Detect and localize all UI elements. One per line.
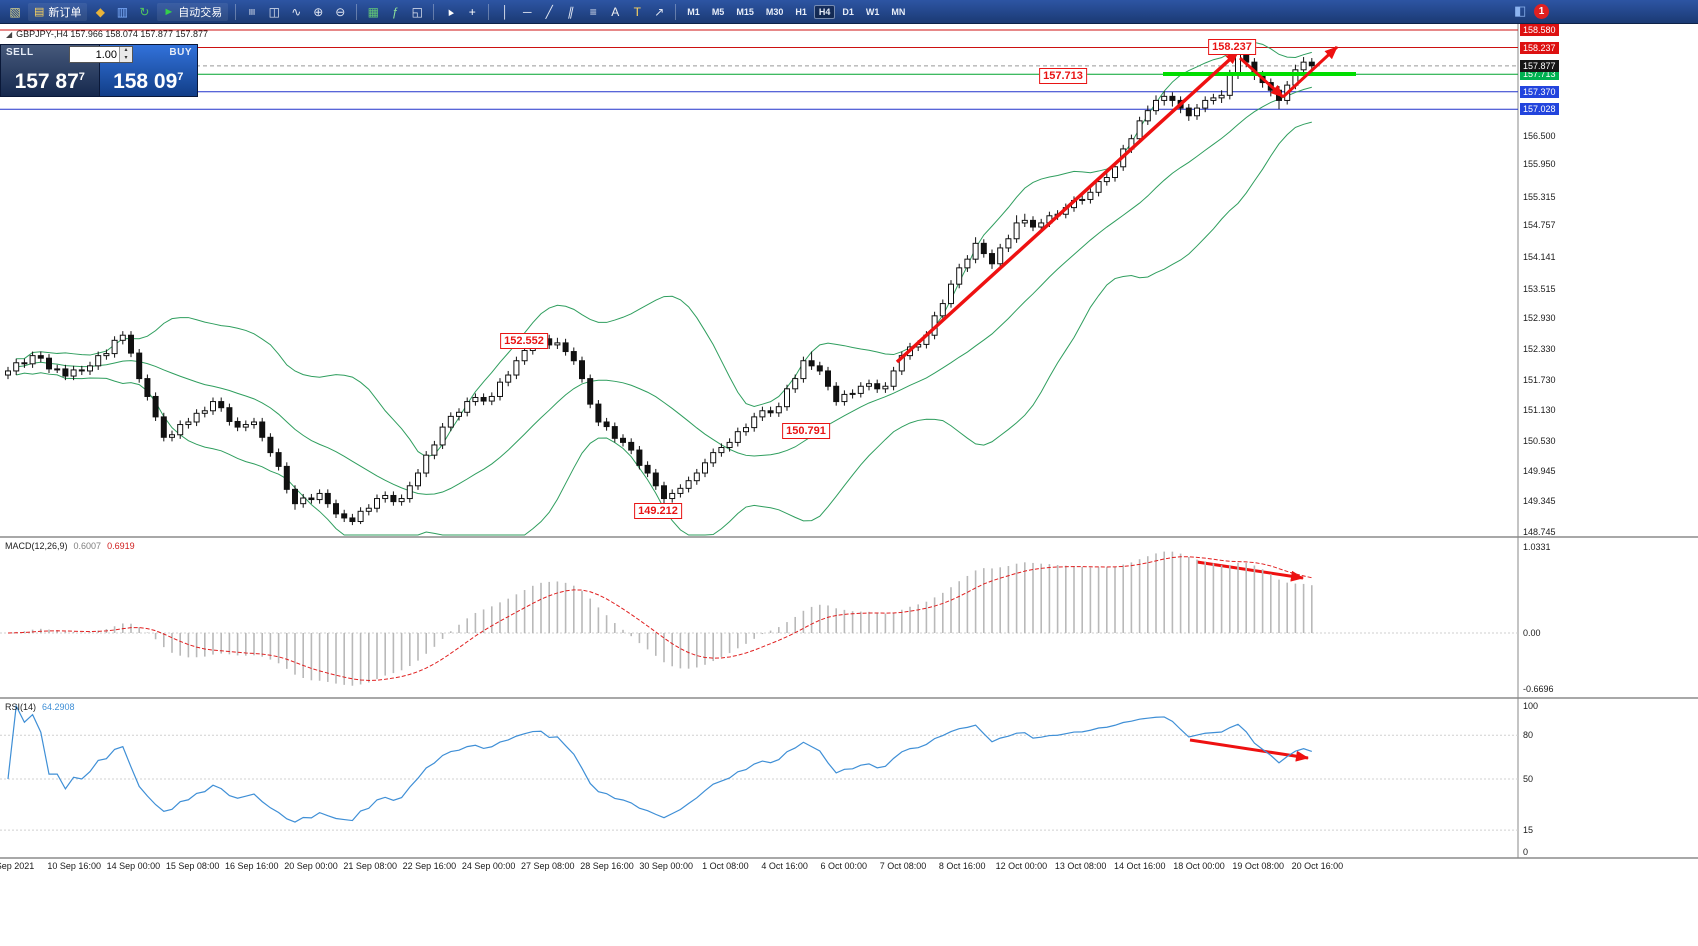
volume-down-button[interactable]: ▾	[120, 54, 132, 62]
symbol-ohlc-text: GBPJPY-,H4 157.966 158.074 157.877 157.8…	[16, 29, 208, 39]
one-click-trading-panel: SELL 157 877 BUY 158 097 ▴ ▾	[0, 44, 198, 97]
bar-chart-icon[interactable]: ≡	[245, 7, 260, 15]
sell-label: SELL	[6, 47, 34, 58]
fibonacci-icon[interactable]: ≡	[589, 4, 597, 19]
timeframe-w1[interactable]: W1	[865, 6, 880, 17]
toolbar-separator	[488, 3, 490, 20]
market-depth-icon[interactable]: ▥	[116, 4, 129, 19]
timeframe-mn[interactable]: MN	[891, 6, 906, 17]
buy-label: BUY	[169, 47, 192, 58]
refresh-icon[interactable]: ↻	[139, 4, 150, 19]
grid-icon[interactable]: ▦	[367, 4, 379, 19]
timeframe-m15[interactable]: M15	[736, 6, 754, 17]
autotrade-button-label: 自动交易	[178, 6, 223, 19]
pullback-arrow[interactable]	[1238, 56, 1285, 99]
level-lines	[0, 29, 1518, 110]
trendline-icon[interactable]: ╱	[545, 4, 553, 19]
macd-histogram	[15, 551, 1313, 686]
horizontal-line-icon[interactable]: ─	[523, 4, 532, 19]
rsi-divergence-arrow[interactable]	[1189, 738, 1309, 762]
channel-icon[interactable]: ∥	[566, 4, 576, 19]
candles-layer	[5, 47, 1315, 526]
timeframe-d1[interactable]: D1	[842, 6, 854, 17]
rsi-indicator-label: RSI(14) 64.2908	[5, 702, 75, 712]
strategy-tester-icon[interactable]: ◆	[95, 4, 106, 19]
indicators-icon[interactable]: ƒ	[391, 4, 399, 19]
timeframe-h4[interactable]: H4	[813, 4, 836, 19]
continuation-arrow[interactable]	[1281, 45, 1339, 99]
trend-up-arrow[interactable]	[895, 50, 1240, 364]
autotrade-button-icon: ►	[163, 5, 175, 18]
new-order-button-icon: ▤	[34, 6, 45, 18]
line-chart-icon[interactable]: ∿	[291, 4, 302, 19]
macd-divergence-arrow[interactable]	[1196, 560, 1304, 582]
buy-price: 158 097	[113, 70, 184, 93]
volume-input[interactable]	[70, 47, 119, 62]
cursor-icon[interactable]: ▲	[443, 4, 458, 19]
chart-symbol-icon: ◢	[6, 29, 13, 39]
rsi-line	[7, 703, 1312, 823]
zoom-out-icon[interactable]: ⊖	[335, 4, 346, 19]
toolbar: ◧ 1 ▧ ▤ 新订单 ◆ ▥ ↻ ► 自动交易 ≡ ◫ ∿ ⊕ ⊖ ▦ ƒ ◱ ▲ + │ ─ ╱ ∥ ≡ A T ↗ M1 M5 M…	[0, 0, 1698, 24]
volume-stepper: ▴ ▾	[69, 46, 133, 63]
new-order-button-label: 新订单	[48, 6, 82, 19]
candlestick-icon[interactable]: ◫	[268, 4, 280, 19]
sell-price: 157 877	[14, 70, 85, 93]
vertical-line-icon[interactable]: │	[501, 4, 510, 19]
toolbar-separator	[433, 3, 435, 20]
buy-button[interactable]: BUY 158 097	[98, 45, 197, 96]
macd-indicator-label: MACD(12,26,9) 0.6007 0.6919	[5, 541, 135, 551]
arrows-icon[interactable]: ↗	[654, 4, 665, 19]
volume-up-button[interactable]: ▴	[120, 47, 132, 55]
label-icon[interactable]: T	[633, 4, 641, 19]
timeframe-m30[interactable]: M30	[765, 6, 784, 17]
toolbar-separator	[675, 3, 677, 20]
timeframe-m1[interactable]: M1	[687, 6, 700, 17]
autotrade-button[interactable]: ► 自动交易	[157, 2, 229, 21]
crosshair-icon[interactable]: +	[468, 4, 476, 19]
timeframe-m5[interactable]: M5	[711, 6, 725, 17]
new-chart-icon[interactable]: ▧	[9, 4, 21, 19]
symbol-info: ◢ GBPJPY-,H4 157.966 158.074 157.877 157…	[6, 29, 208, 39]
notification-badge[interactable]: 1	[1534, 4, 1549, 19]
toolbar-separator	[235, 3, 237, 20]
zoom-in-icon[interactable]: ⊕	[313, 4, 324, 19]
timeframe-h1[interactable]: H1	[795, 6, 807, 17]
text-icon[interactable]: A	[611, 4, 620, 19]
tile-windows-icon[interactable]: ◱	[411, 4, 423, 19]
chat-icon[interactable]: ◧	[1514, 3, 1527, 18]
new-order-button[interactable]: ▤ 新订单	[28, 2, 88, 21]
toolbar-separator	[356, 3, 358, 20]
